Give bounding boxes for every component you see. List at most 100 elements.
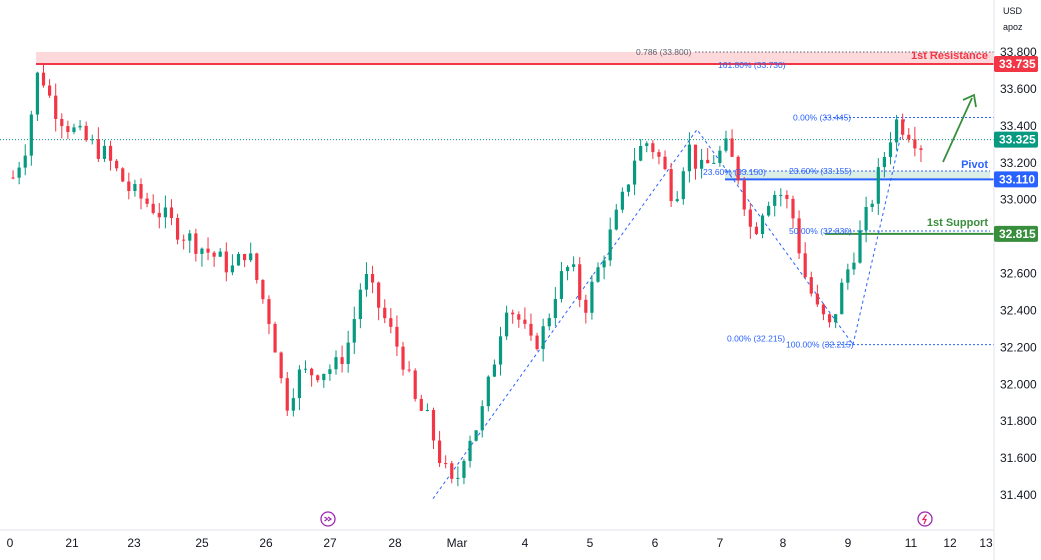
candle-body bbox=[468, 440, 472, 461]
fib-label-0-top: 0.00% (33.445) bbox=[793, 113, 851, 123]
candle-body bbox=[760, 215, 765, 235]
candle-body bbox=[474, 430, 478, 441]
candle-body bbox=[230, 265, 235, 273]
price-tick-label: 31.400 bbox=[1000, 488, 1037, 502]
candle-body bbox=[565, 266, 570, 272]
candle-body bbox=[145, 198, 149, 204]
time-tick-label: 25 bbox=[195, 536, 209, 550]
svg-text:32.815: 32.815 bbox=[999, 227, 1036, 241]
candle-body bbox=[608, 229, 612, 261]
time-tick-label: 11 bbox=[905, 536, 918, 550]
price-tick-label: 32.200 bbox=[1000, 340, 1037, 354]
candle-body bbox=[882, 156, 886, 168]
candle-body bbox=[35, 72, 40, 115]
candle-body bbox=[827, 314, 832, 323]
price-axis[interactable]: 33.80033.60033.40033.20033.00032.80032.6… bbox=[1000, 45, 1037, 502]
time-tick-label: 27 bbox=[323, 536, 337, 550]
candle-body bbox=[267, 299, 271, 324]
candle-body bbox=[188, 233, 192, 241]
candle-body bbox=[212, 252, 216, 257]
earnings-event-icon[interactable] bbox=[917, 511, 933, 527]
fib-diagonal-left bbox=[432, 128, 854, 499]
candle-body bbox=[876, 167, 880, 204]
price-label-resistance: 33.735 bbox=[994, 55, 1038, 72]
resistance-zone bbox=[36, 52, 994, 64]
fib-label-236-left: 23.60% (33.150) bbox=[703, 167, 766, 177]
candle-body bbox=[821, 304, 826, 315]
candle-body bbox=[60, 118, 64, 127]
candle-body bbox=[102, 145, 107, 159]
candle-body bbox=[553, 298, 557, 319]
candle-body bbox=[645, 143, 649, 146]
candle-body bbox=[242, 254, 247, 261]
candle-body bbox=[547, 318, 551, 327]
candle-body bbox=[151, 203, 155, 213]
candle-body bbox=[785, 194, 789, 199]
candle-body bbox=[383, 307, 387, 319]
trend-arrow-icon bbox=[942, 93, 977, 163]
pivot-zone bbox=[725, 171, 990, 180]
candle-body bbox=[218, 251, 222, 257]
candle-body bbox=[194, 233, 198, 254]
fib-diagonal-right bbox=[852, 117, 906, 345]
candle-body bbox=[328, 369, 332, 374]
candle-body bbox=[687, 144, 692, 172]
candle-body bbox=[389, 318, 393, 327]
time-tick-label: 26 bbox=[259, 536, 273, 550]
pivot-label: Pivot bbox=[961, 159, 988, 171]
candle-body bbox=[163, 207, 167, 218]
candle-body bbox=[127, 181, 131, 192]
svg-text:33.325: 33.325 bbox=[999, 133, 1036, 147]
svg-text:33.735: 33.735 bbox=[999, 57, 1036, 71]
price-tick-label: 33.800 bbox=[1000, 45, 1037, 59]
time-axis[interactable]: 0 21 23 25 26 27 28 Mar 4 5 6 7 8 9 11 12 13 bbox=[7, 536, 993, 550]
fib-label-0786: 0.786 (33.800) bbox=[636, 47, 691, 57]
price-tick-label: 33.000 bbox=[1000, 193, 1037, 207]
candle-body bbox=[596, 267, 600, 282]
candle-body bbox=[310, 368, 314, 376]
candle-body bbox=[773, 194, 777, 206]
candle-body bbox=[529, 323, 533, 336]
candle-body bbox=[23, 155, 27, 168]
candle-body bbox=[803, 253, 807, 278]
candle-body bbox=[297, 369, 302, 399]
candle-body bbox=[419, 398, 423, 411]
candle-body bbox=[699, 159, 704, 169]
candle-body bbox=[791, 198, 795, 219]
candle-body bbox=[346, 342, 350, 364]
candle-body bbox=[236, 254, 241, 266]
candle-body bbox=[584, 299, 588, 313]
dividend-event-icon[interactable] bbox=[320, 511, 336, 527]
time-tick-label: 4 bbox=[522, 536, 529, 550]
candle-body bbox=[437, 440, 442, 464]
candle-body bbox=[200, 248, 204, 254]
candle-body bbox=[78, 125, 82, 128]
candle-body bbox=[535, 335, 539, 350]
candle-body bbox=[291, 398, 295, 411]
candle-body bbox=[517, 314, 521, 320]
candle-body bbox=[767, 205, 771, 216]
candle-body bbox=[730, 138, 734, 157]
fib-labels: 0.786 (33.800) 161.80% (33.730) 0.00% (3… bbox=[636, 47, 854, 350]
candle-body bbox=[316, 375, 320, 381]
price-tick-label: 31.600 bbox=[1000, 451, 1037, 465]
price-tick-label: 32.600 bbox=[1000, 267, 1037, 281]
candle-body bbox=[815, 293, 819, 305]
support-label: 1st Support bbox=[927, 217, 988, 229]
candle-body bbox=[255, 253, 259, 280]
candle-body bbox=[54, 95, 58, 119]
fib-label-50: 50.00% (32.830) bbox=[789, 226, 852, 236]
candle-body bbox=[462, 460, 466, 478]
time-tick-label: 28 bbox=[388, 536, 402, 550]
candle-body bbox=[632, 160, 637, 185]
time-tick-label: 7 bbox=[717, 536, 724, 550]
candle-body bbox=[72, 127, 76, 132]
candle-body bbox=[334, 357, 338, 370]
candle-body bbox=[480, 406, 484, 431]
candle-body bbox=[712, 162, 716, 164]
candle-body bbox=[401, 346, 405, 370]
candle-body bbox=[84, 125, 88, 140]
candle-body bbox=[626, 184, 631, 192]
candle-body bbox=[395, 326, 399, 347]
